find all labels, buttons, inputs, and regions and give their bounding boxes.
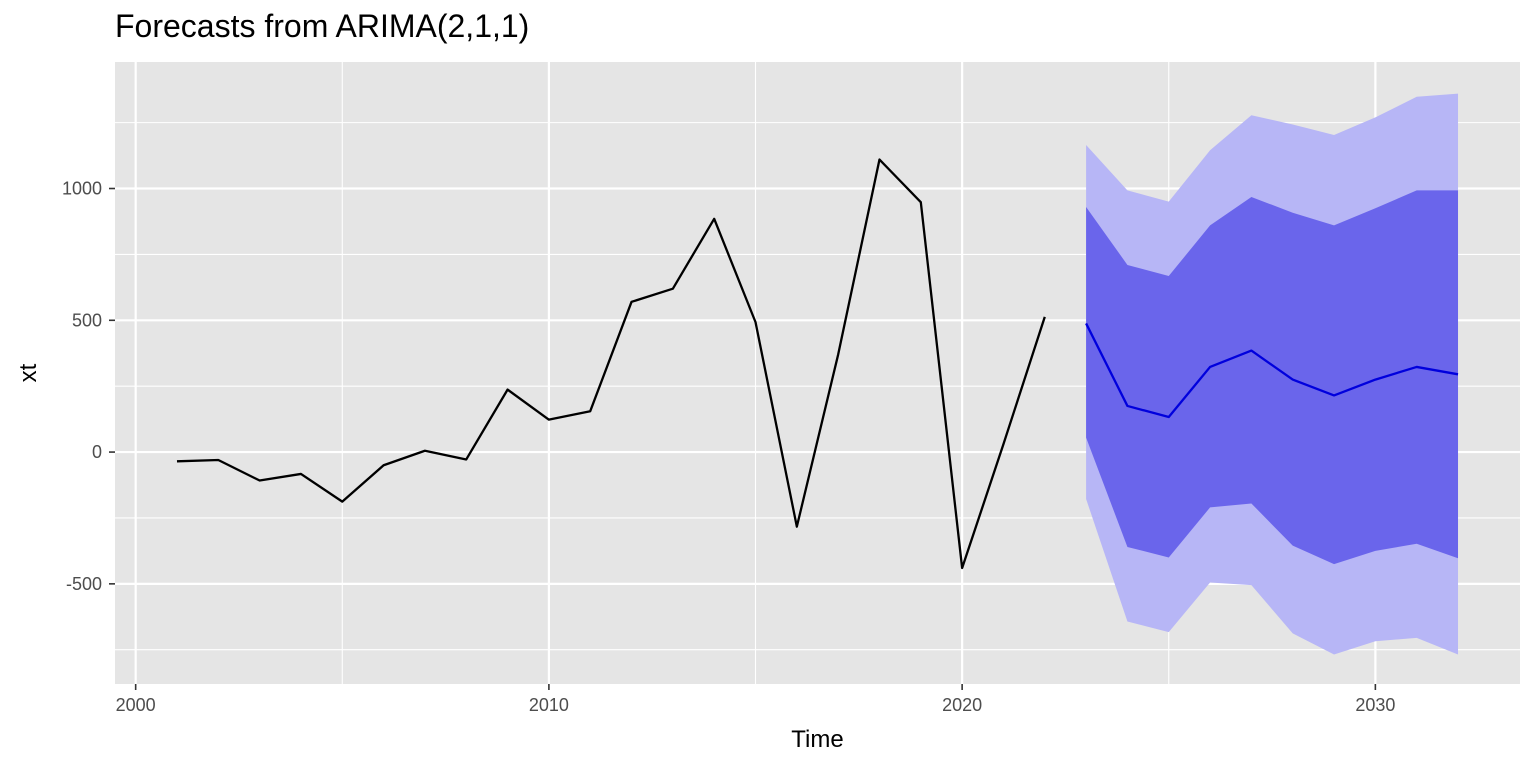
x-tick-label: 2030 <box>1355 695 1395 715</box>
history-line <box>176 158 1046 570</box>
y-axis-title: xt <box>15 363 42 382</box>
x-tick-label: 2000 <box>116 695 156 715</box>
forecast-line <box>1085 322 1459 419</box>
prediction-interval-bands <box>1086 93 1459 655</box>
axis-ticks <box>109 187 1377 690</box>
y-tick-label: 1000 <box>62 179 102 199</box>
chart-title: Forecasts from ARIMA(2,1,1) <box>115 8 530 44</box>
x-axis-title: Time <box>791 726 843 753</box>
tick-labels: 2000 2010 2020 2030 -500 0 500 1000 <box>62 179 1395 715</box>
interval-band-80 <box>1086 190 1459 565</box>
y-tick-label: -500 <box>66 574 102 594</box>
x-tick-label: 2010 <box>529 695 569 715</box>
y-tick-label: 0 <box>92 442 102 462</box>
y-tick-label: 500 <box>72 310 102 330</box>
series-lines <box>176 158 1459 570</box>
x-tick-label: 2020 <box>942 695 982 715</box>
